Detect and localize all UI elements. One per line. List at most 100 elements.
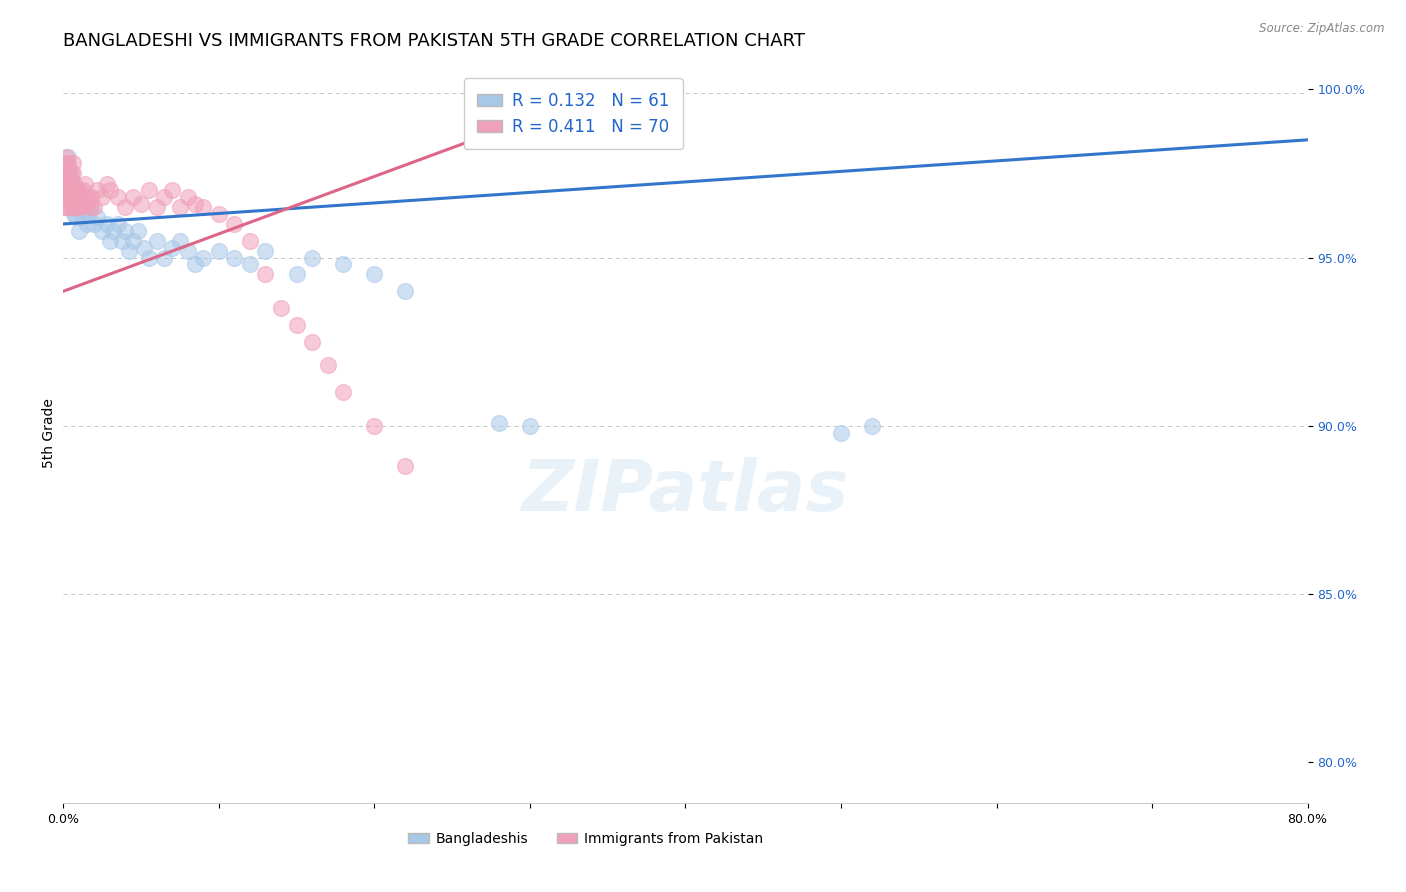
Point	[122, 234, 145, 248]
Point	[56, 167, 79, 181]
Point	[56, 200, 79, 214]
Point	[62, 177, 84, 191]
Point	[58, 177, 80, 191]
Point	[56, 190, 79, 204]
Point	[129, 196, 152, 211]
Point	[301, 334, 323, 349]
Point	[101, 224, 124, 238]
Point	[134, 241, 156, 255]
Point	[488, 416, 510, 430]
Point	[224, 217, 246, 231]
Point	[65, 200, 87, 214]
Point	[184, 257, 207, 271]
Point	[160, 241, 183, 255]
Point	[254, 244, 277, 258]
Point	[63, 183, 86, 197]
Text: ZIPatlas: ZIPatlas	[522, 458, 849, 526]
Point	[67, 196, 90, 211]
Point	[72, 200, 94, 214]
Point	[860, 418, 883, 433]
Point	[66, 200, 89, 214]
Point	[224, 251, 246, 265]
Text: Source: ZipAtlas.com: Source: ZipAtlas.com	[1260, 22, 1385, 36]
Point	[80, 200, 103, 214]
Point	[239, 234, 262, 248]
Point	[62, 167, 84, 181]
Point	[58, 163, 80, 178]
Point	[63, 207, 86, 221]
Point	[96, 177, 118, 191]
Point	[70, 211, 93, 225]
Point	[91, 224, 114, 238]
Point	[56, 150, 79, 164]
Point	[98, 234, 121, 248]
Point	[98, 183, 121, 197]
Point	[72, 183, 94, 197]
Point	[76, 196, 98, 211]
Point	[56, 167, 79, 181]
Point	[96, 217, 118, 231]
Point	[67, 183, 90, 197]
Point	[80, 190, 103, 204]
Point	[65, 211, 87, 225]
Point	[76, 217, 98, 231]
Point	[117, 244, 139, 258]
Point	[122, 190, 145, 204]
Point	[107, 217, 129, 231]
Point	[114, 200, 136, 214]
Point	[153, 190, 176, 204]
Point	[58, 190, 80, 204]
Point	[53, 200, 76, 214]
Point	[56, 183, 79, 197]
Point	[301, 251, 323, 265]
Point	[111, 234, 134, 248]
Point	[208, 207, 231, 221]
Point	[58, 200, 80, 214]
Point	[254, 268, 277, 282]
Point	[55, 150, 77, 164]
Point	[55, 190, 77, 204]
Point	[177, 244, 200, 258]
Point	[60, 190, 83, 204]
Point	[127, 224, 149, 238]
Point	[53, 167, 76, 181]
Point	[394, 459, 416, 474]
Point	[519, 418, 541, 433]
Point	[62, 156, 84, 170]
Point	[394, 285, 416, 299]
Point	[62, 183, 84, 197]
Point	[79, 200, 101, 214]
Point	[316, 359, 339, 373]
Point	[145, 234, 167, 248]
Point	[86, 183, 108, 197]
Point	[65, 190, 87, 204]
Point	[363, 268, 385, 282]
Point	[63, 200, 86, 214]
Point	[70, 200, 93, 214]
Point	[55, 156, 77, 170]
Point	[138, 183, 160, 197]
Point	[63, 190, 86, 204]
Point	[285, 318, 308, 332]
Point	[83, 200, 105, 214]
Point	[53, 190, 76, 204]
Point	[55, 200, 77, 214]
Point	[67, 200, 90, 214]
Point	[55, 177, 77, 191]
Point	[73, 177, 96, 191]
Text: BANGLADESHI VS IMMIGRANTS FROM PAKISTAN 5TH GRADE CORRELATION CHART: BANGLADESHI VS IMMIGRANTS FROM PAKISTAN …	[63, 32, 806, 50]
Point	[169, 234, 191, 248]
Point	[107, 190, 129, 204]
Point	[208, 244, 231, 258]
Point	[193, 251, 215, 265]
Point	[285, 268, 308, 282]
Point	[65, 183, 87, 197]
Point	[145, 200, 167, 214]
Point	[55, 167, 77, 181]
Point	[62, 200, 84, 214]
Point	[332, 385, 354, 400]
Point	[53, 177, 76, 191]
Point	[63, 177, 86, 191]
Point	[66, 183, 89, 197]
Point	[53, 167, 76, 181]
